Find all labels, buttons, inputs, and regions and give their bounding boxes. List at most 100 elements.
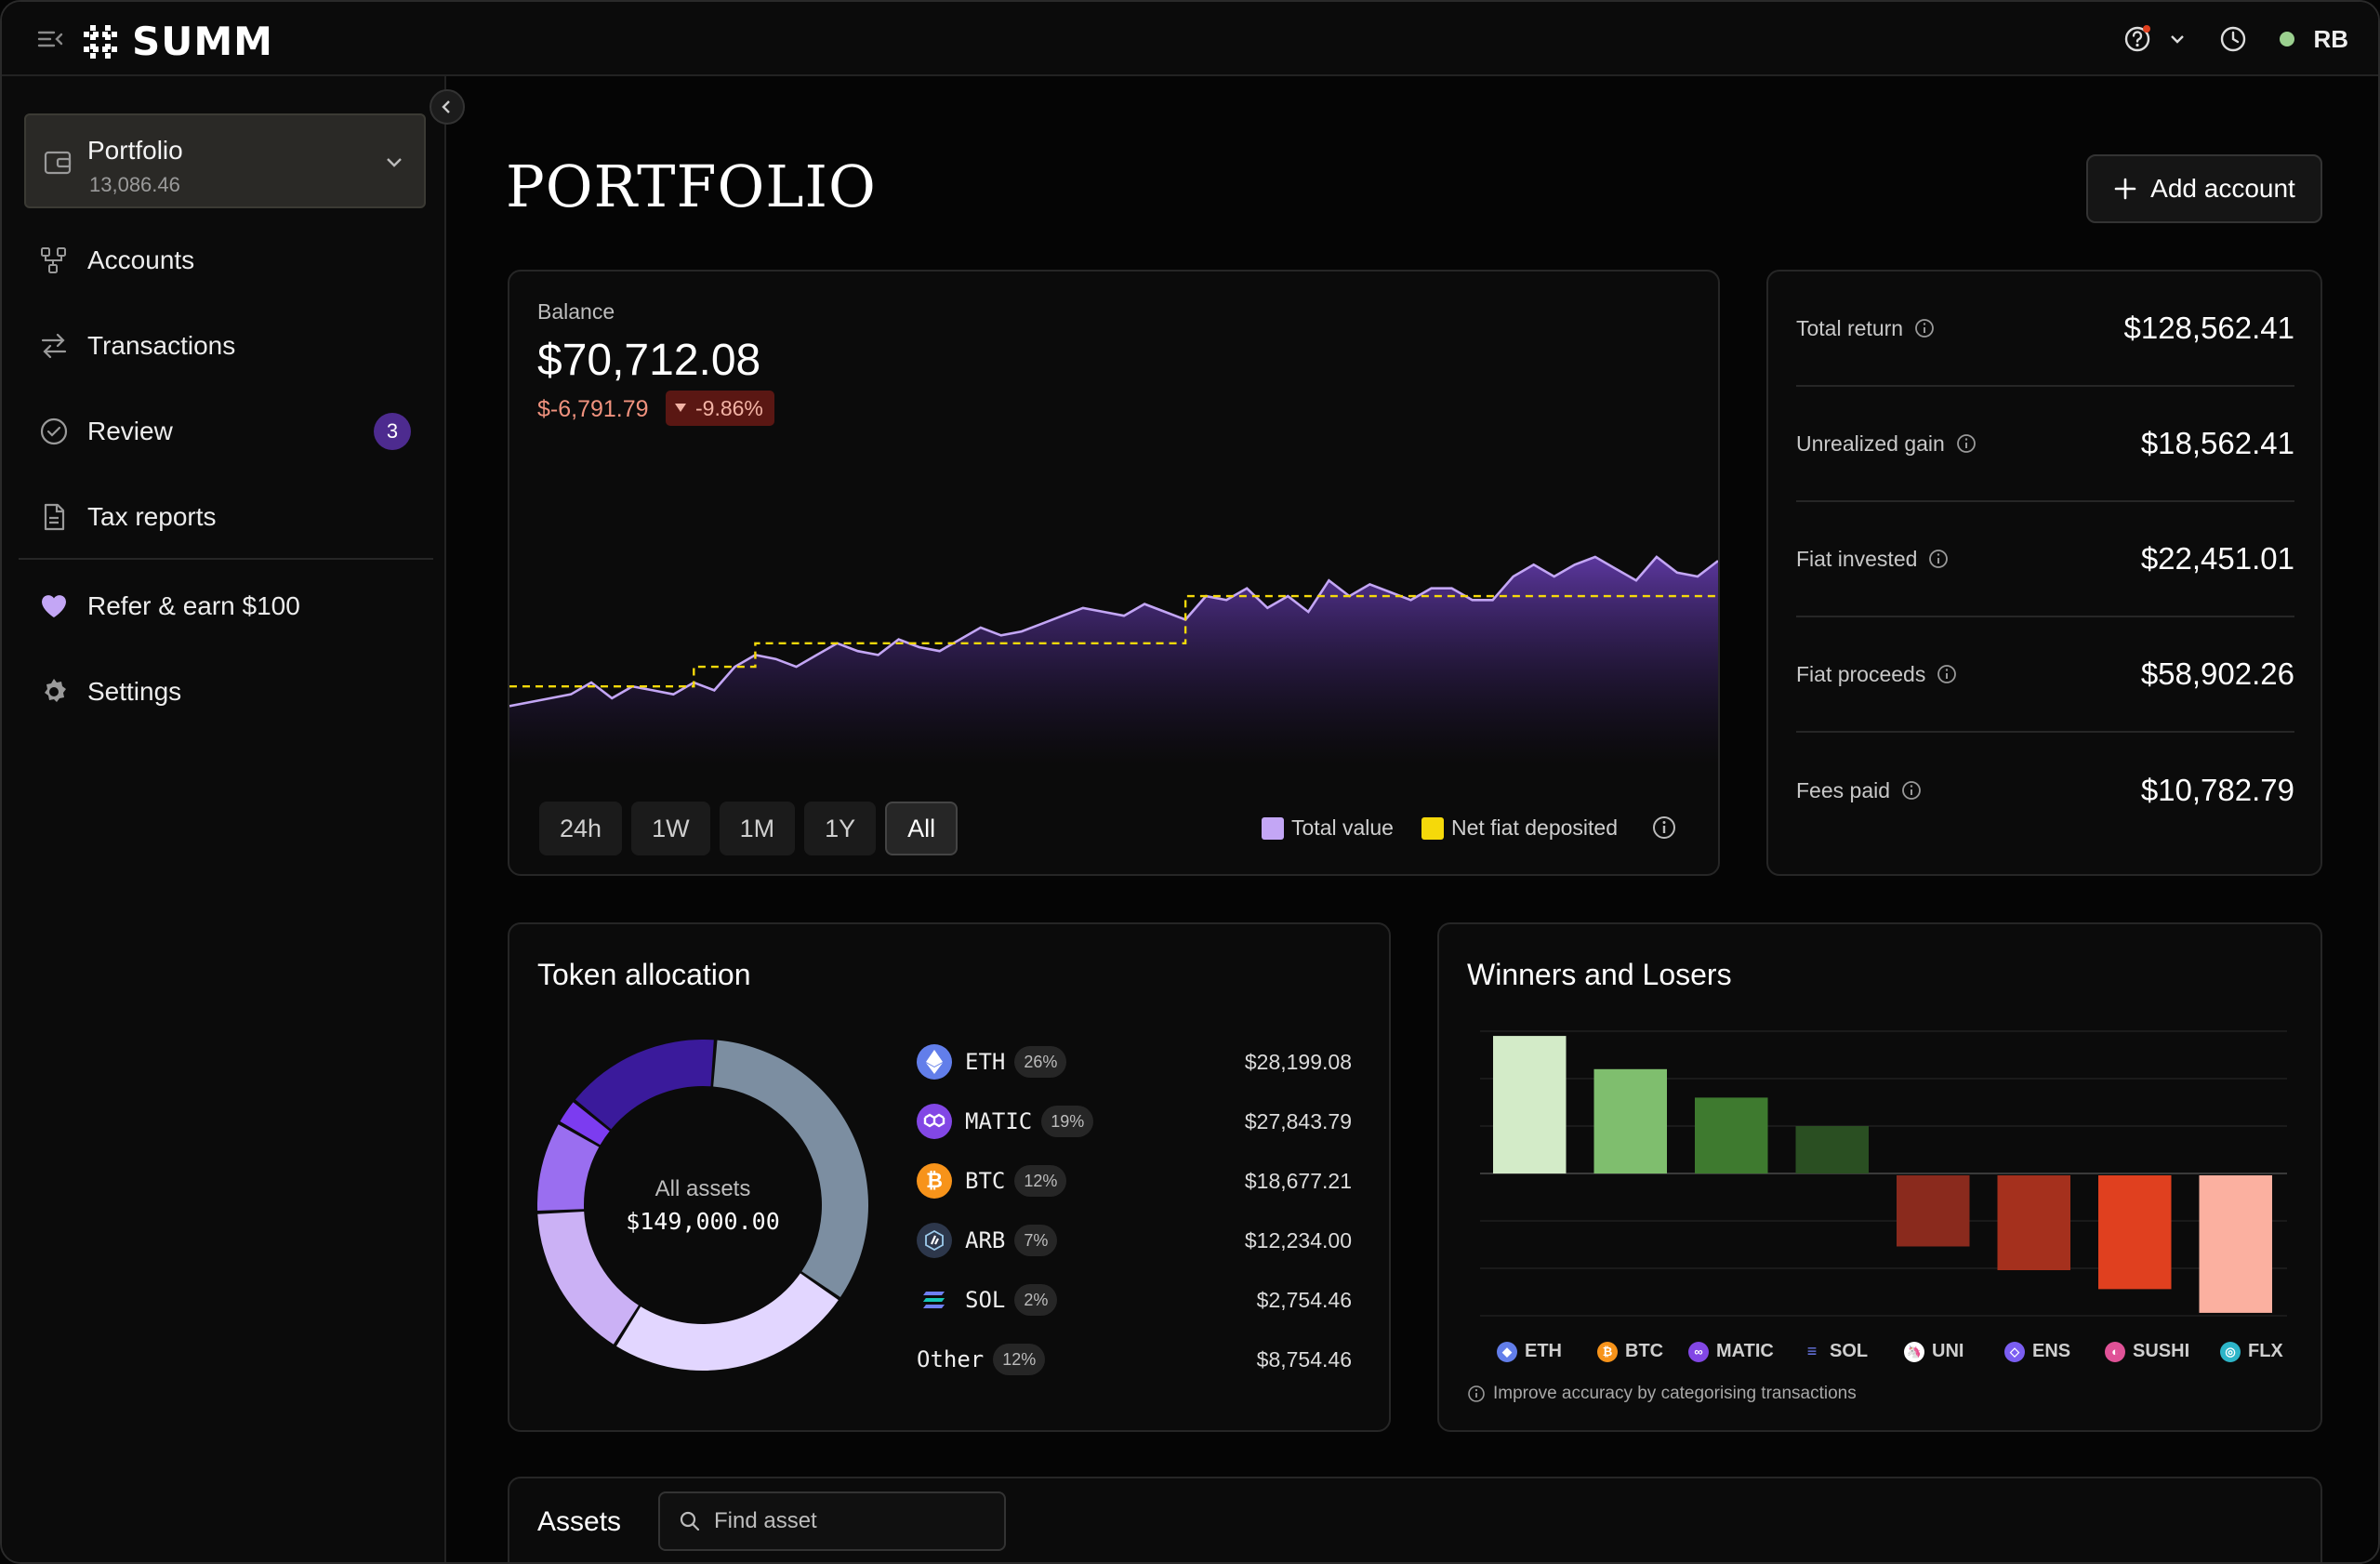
stat-unrealized-gain: Unrealized gain $18,562.41 — [1796, 387, 2294, 502]
allocation-row-btc[interactable]: ₿ BTC 12% $18,677.21 — [917, 1155, 1352, 1207]
wl-bar-btc[interactable] — [1593, 1068, 1668, 1173]
wl-label-text: SOL — [1830, 1341, 1869, 1361]
sidebar-item-label: Refer & earn $100 — [87, 591, 300, 620]
info-icon[interactable] — [1956, 433, 1977, 454]
range-24h-button[interactable]: 24h — [539, 802, 623, 855]
token-symbol: Other — [917, 1346, 985, 1372]
wl-label-text: FLX — [2248, 1341, 2283, 1361]
wl-label-text: MATIC — [1716, 1341, 1774, 1361]
help-menu[interactable] — [2122, 23, 2187, 55]
balance-card: Balance $70,712.08 $-6,791.79 -9.86% 24h… — [508, 270, 1720, 876]
stat-label-text: Total return — [1796, 315, 1904, 340]
token-symbol: SOL — [965, 1287, 1006, 1313]
stat-label: Unrealized gain — [1796, 431, 1977, 457]
sidebar-item-accounts[interactable]: Accounts — [19, 228, 428, 293]
donut-slice-matic[interactable] — [616, 1273, 839, 1371]
clock-icon[interactable] — [2218, 24, 2248, 54]
allocation-row-other[interactable]: Other 12% $8,754.46 — [917, 1333, 1352, 1385]
donut-center-value: $149,000.00 — [626, 1207, 780, 1235]
range-1m-button[interactable]: 1M — [719, 802, 796, 855]
sol-icon — [917, 1282, 952, 1318]
page-title: PORTFOLIO — [506, 152, 877, 220]
range-all-button[interactable]: All — [885, 802, 959, 855]
stat-label-text: Fiat invested — [1796, 546, 1918, 571]
donut-slice-eth[interactable] — [713, 1040, 868, 1298]
wl-bar-ens[interactable] — [1997, 1175, 2071, 1270]
search-icon — [680, 1511, 700, 1531]
donut-slice-arb[interactable] — [537, 1124, 600, 1211]
wl-bar-matic[interactable] — [1695, 1097, 1768, 1173]
collapse-menu-icon[interactable] — [35, 24, 65, 54]
portfolio-value: 13,086.46 — [89, 173, 180, 196]
wl-label-text: SUSHI — [2133, 1341, 2190, 1361]
sidebar-item-label: Settings — [87, 677, 182, 706]
allocation-row-eth[interactable]: ETH 26% $28,199.08 — [917, 1036, 1352, 1088]
token-pct: 12% — [993, 1344, 1046, 1375]
wl-label-eth: ◆ ETH — [1497, 1341, 1562, 1362]
donut-slice-btc[interactable] — [537, 1211, 639, 1345]
token-value: $28,199.08 — [1244, 1049, 1352, 1074]
top-bar-actions: RB — [2122, 19, 2348, 60]
legend-net-label: Net fiat deposited — [1450, 815, 1618, 840]
token-value: $18,677.21 — [1244, 1168, 1352, 1193]
wl-label-text: ENS — [2032, 1341, 2071, 1361]
stat-label-text: Fees paid — [1796, 777, 1891, 802]
sol-icon: ≡ — [1806, 1342, 1818, 1360]
wl-label-ens: ◇ ENS — [2004, 1341, 2070, 1362]
matic-icon: ∞ — [1688, 1341, 1709, 1362]
allocation-row-arb[interactable]: ARB 7% $12,234.00 — [917, 1214, 1352, 1266]
balance-change-pct: -9.86% — [695, 395, 763, 420]
stat-label-text: Fiat proceeds — [1796, 661, 1926, 686]
info-icon[interactable] — [1901, 780, 1922, 801]
sidebar-item-review[interactable]: Review 3 — [19, 399, 428, 464]
sidebar: Portfolio 13,086.46 Accounts Transaction… — [2, 76, 446, 1562]
portfolio-switcher[interactable]: Portfolio 13,086.46 — [24, 113, 426, 208]
ens-icon: ◇ — [2004, 1341, 2025, 1362]
stat-label: Fiat invested — [1796, 547, 1949, 572]
find-asset-placeholder: Find asset — [714, 1508, 817, 1533]
gear-icon — [37, 675, 71, 709]
donut-slice-sol[interactable] — [560, 1102, 610, 1146]
wl-bar-eth[interactable] — [1493, 1036, 1567, 1173]
token-symbol: MATIC — [965, 1108, 1033, 1134]
btc-icon: ₿ — [1597, 1341, 1618, 1362]
range-1y-button[interactable]: 1Y — [804, 802, 877, 855]
plus-icon — [2114, 178, 2136, 200]
caret-down-icon — [675, 404, 686, 412]
logo[interactable]: SUMM — [82, 19, 273, 64]
chart-legend: Total value Net fiat deposited — [1262, 815, 1677, 841]
info-icon[interactable] — [1928, 549, 1949, 569]
collapse-sidebar-button[interactable] — [430, 89, 465, 125]
sushi-icon: ◐ — [2105, 1341, 2125, 1362]
eth-icon: ◆ — [1497, 1341, 1517, 1362]
token-symbol: BTC — [965, 1168, 1006, 1194]
wl-bar-uni[interactable] — [1897, 1175, 1970, 1247]
allocation-row-sol[interactable]: SOL 2% $2,754.46 — [917, 1274, 1352, 1326]
sidebar-item-label: Tax reports — [87, 502, 217, 531]
token-pct: 19% — [1041, 1106, 1094, 1137]
wl-label-btc: ₿ BTC — [1597, 1341, 1663, 1362]
chevron-left-icon — [442, 100, 450, 113]
sidebar-item-settings[interactable]: Settings — [19, 659, 428, 724]
uni-icon: 🦄 — [1904, 1341, 1924, 1362]
info-icon[interactable] — [1651, 815, 1677, 841]
sidebar-item-refer[interactable]: Refer & earn $100 — [19, 574, 428, 639]
token-allocation-card: Token allocation All assets $149,000.00 … — [508, 922, 1391, 1432]
winners-losers-card: Winners and Losers ◆ ETH ₿ BTC ∞ MATIC ≡ SOL… — [1437, 922, 2322, 1432]
info-icon[interactable] — [1914, 318, 1935, 338]
add-account-button[interactable]: Add account — [2086, 154, 2322, 223]
winners-losers-title: Winners and Losers — [1467, 958, 1732, 991]
wl-bar-flx[interactable] — [2199, 1175, 2273, 1313]
range-1w-button[interactable]: 1W — [631, 802, 710, 855]
find-asset-input[interactable]: Find asset — [658, 1491, 1006, 1551]
wl-bar-sol[interactable] — [1795, 1126, 1870, 1173]
donut-center-label: All assets — [654, 1175, 751, 1201]
sidebar-item-transactions[interactable]: Transactions — [19, 313, 428, 378]
allocation-row-matic[interactable]: MATIC 19% $27,843.79 — [917, 1095, 1352, 1147]
info-icon[interactable] — [1937, 664, 1957, 684]
wl-bar-sushi[interactable] — [2098, 1175, 2172, 1290]
donut-slice-other[interactable] — [575, 1040, 714, 1130]
wl-label-text: UNI — [1932, 1341, 1964, 1361]
sidebar-item-tax-reports[interactable]: Tax reports — [19, 484, 428, 550]
user-avatar-initials[interactable]: RB — [2313, 24, 2348, 53]
